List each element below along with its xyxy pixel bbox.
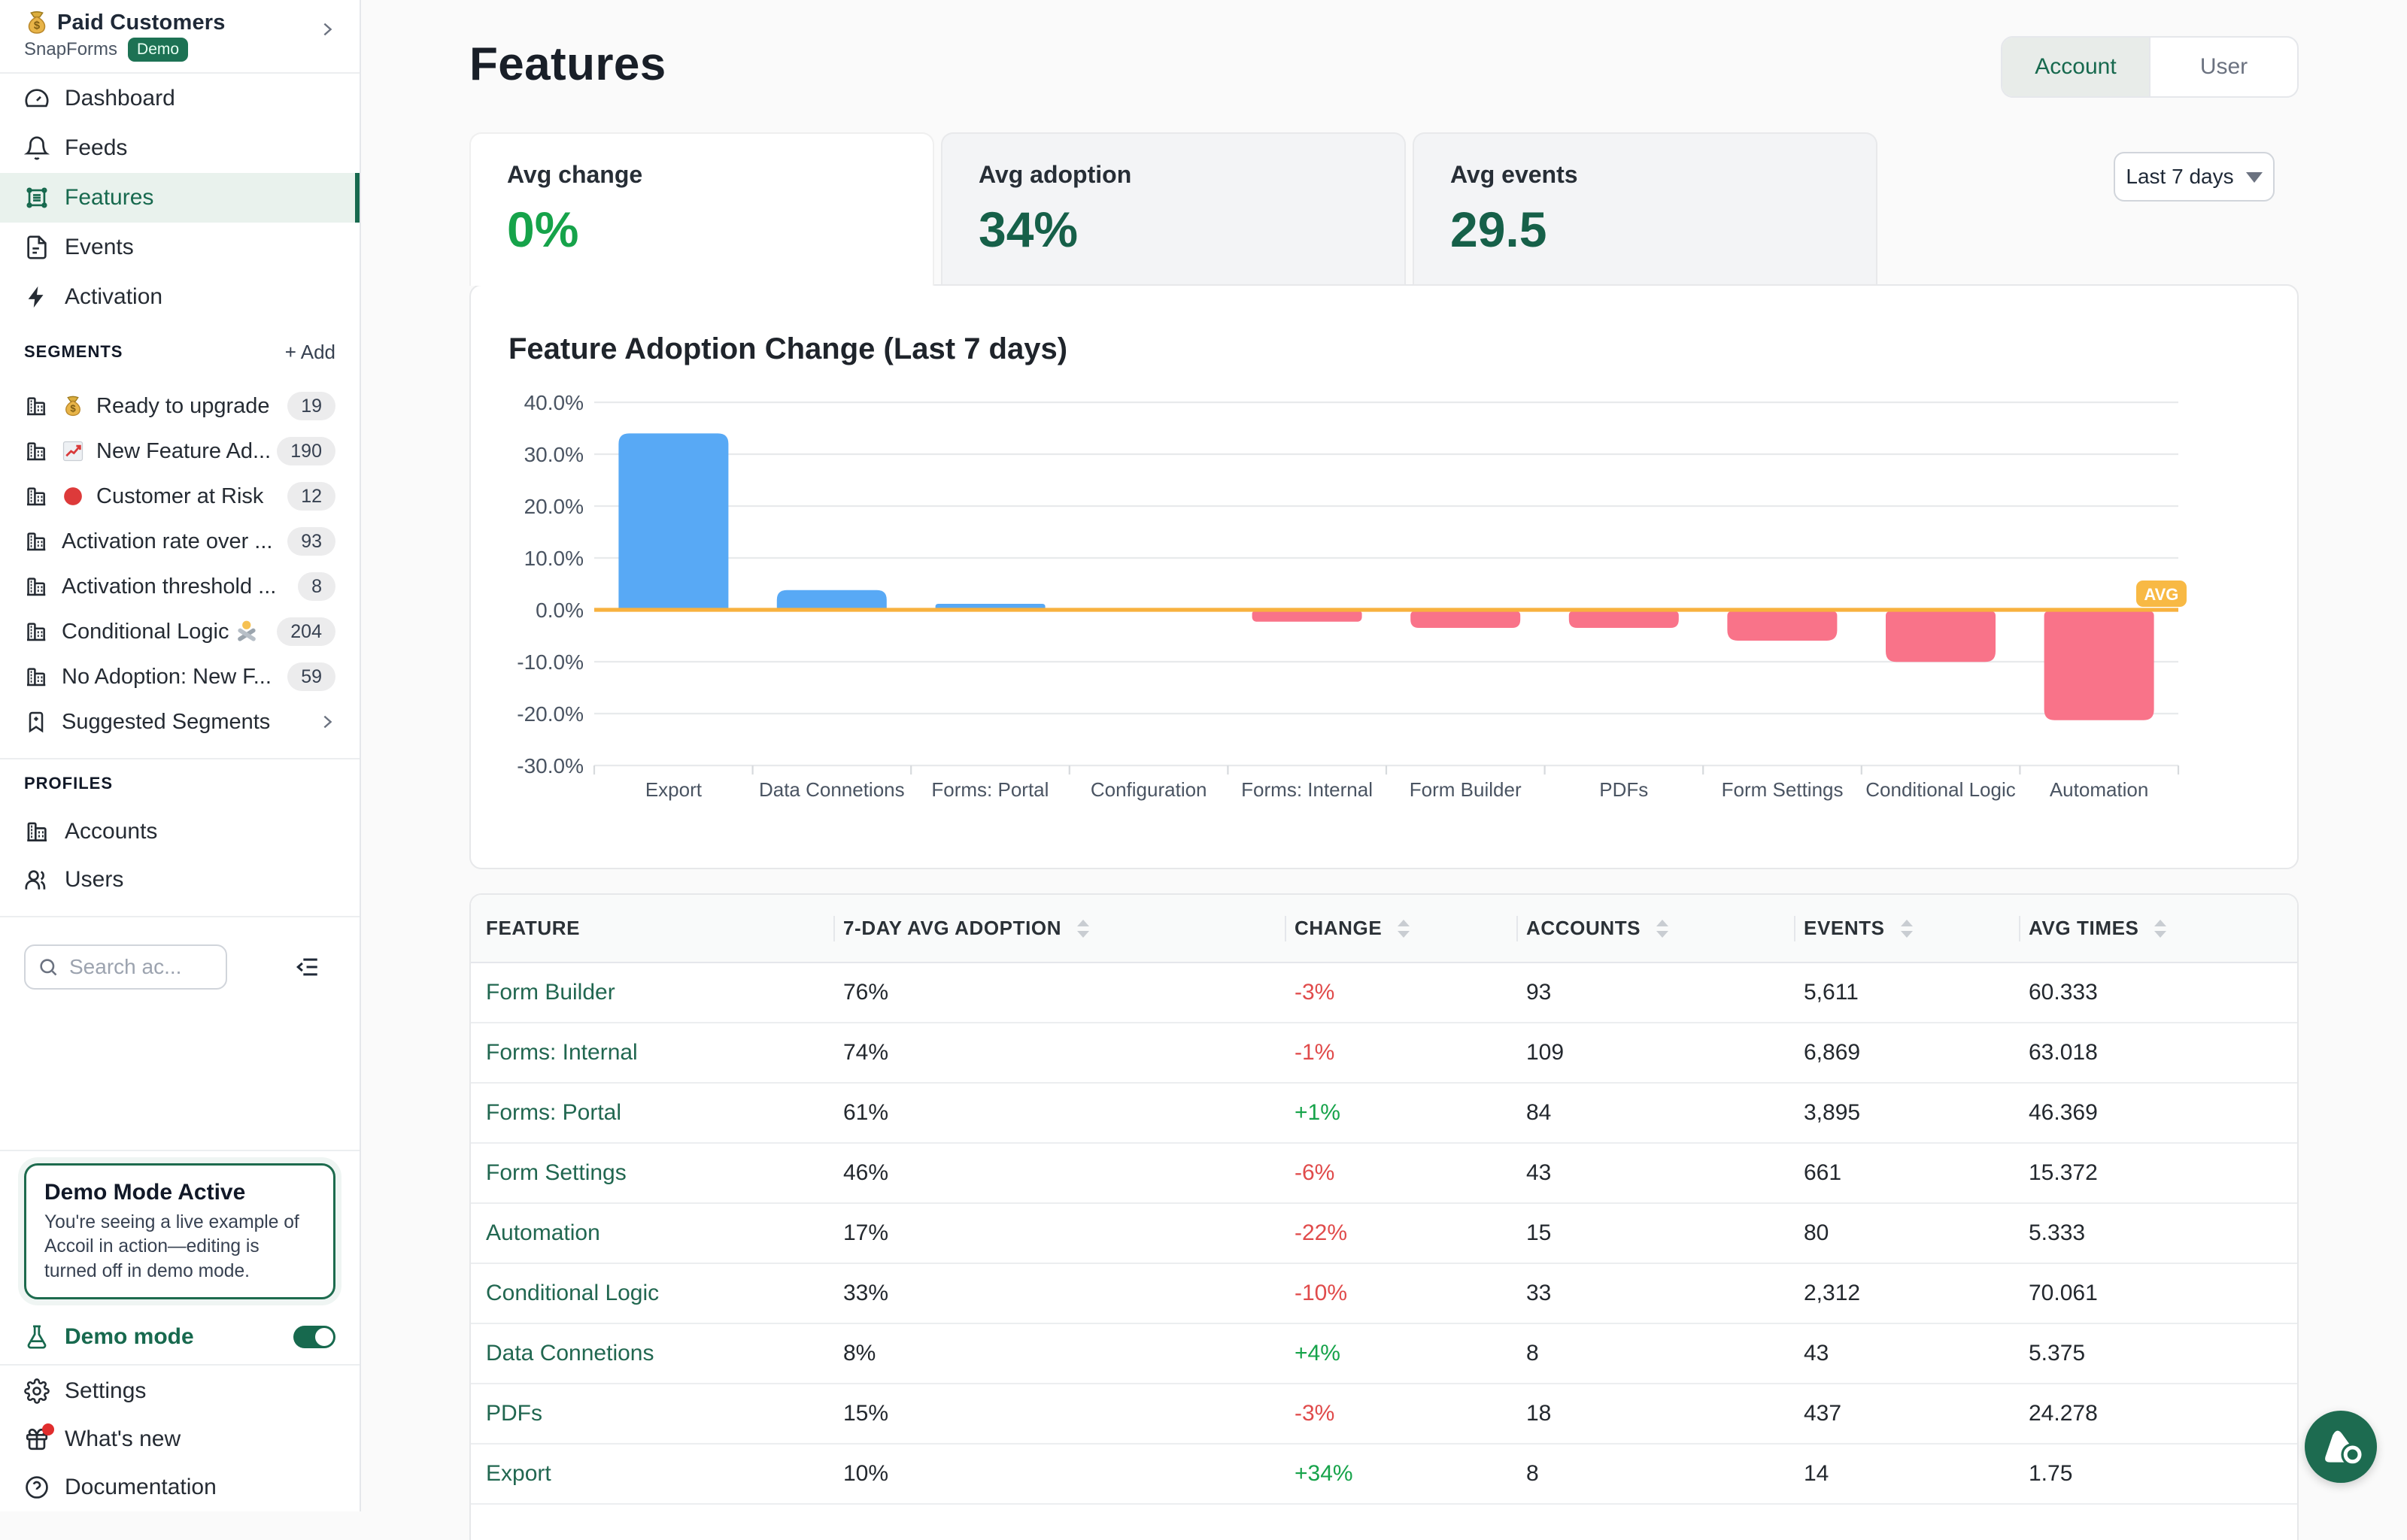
svg-text:-20.0%: -20.0% xyxy=(517,702,584,726)
svg-text:10.0%: 10.0% xyxy=(524,547,584,570)
svg-text:Form Builder: Form Builder xyxy=(1410,778,1522,801)
svg-text:Data Connetions: Data Connetions xyxy=(759,778,905,801)
svg-text:Form Settings: Form Settings xyxy=(1722,778,1844,801)
svg-text:Conditional Logic: Conditional Logic xyxy=(1865,778,2015,801)
svg-text:Forms: Portal: Forms: Portal xyxy=(931,778,1049,801)
svg-text:-30.0%: -30.0% xyxy=(517,754,584,778)
svg-text:20.0%: 20.0% xyxy=(524,495,584,518)
svg-text:PDFs: PDFs xyxy=(1599,778,1648,801)
svg-text:-10.0%: -10.0% xyxy=(517,650,584,674)
svg-text:40.0%: 40.0% xyxy=(524,391,584,414)
svg-text:0.0%: 0.0% xyxy=(536,599,584,622)
svg-text:Configuration: Configuration xyxy=(1091,778,1207,801)
svg-text:Automation: Automation xyxy=(2050,778,2149,801)
svg-text:$: $ xyxy=(34,20,41,32)
svg-text:$: $ xyxy=(70,403,76,414)
svg-text:Export: Export xyxy=(645,778,703,801)
svg-text:Forms: Internal: Forms: Internal xyxy=(1241,778,1373,801)
svg-text:AVG: AVG xyxy=(2144,585,2178,604)
svg-text:30.0%: 30.0% xyxy=(524,443,584,466)
